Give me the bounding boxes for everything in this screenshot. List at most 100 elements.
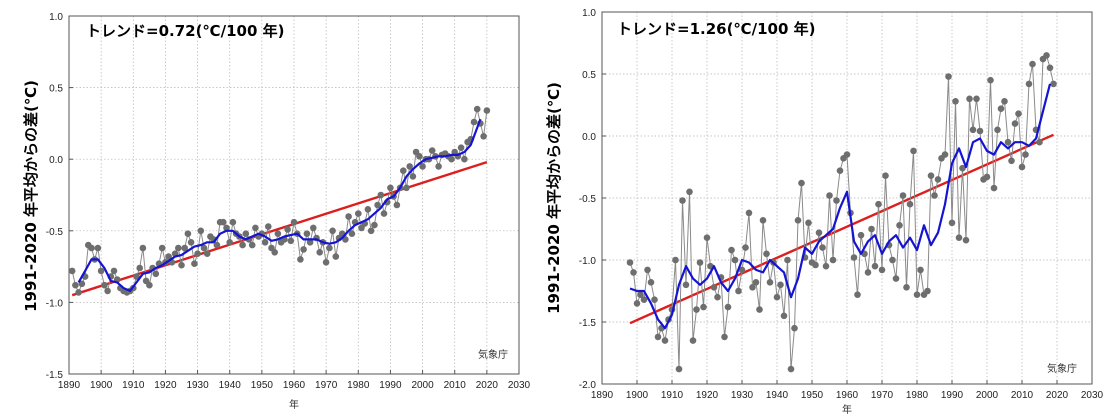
x-tick-label: 1900 (626, 390, 649, 401)
annual-point (630, 269, 637, 276)
annual-point (136, 264, 143, 272)
annual-point (826, 192, 833, 199)
annual-point (310, 224, 317, 232)
annual-point (829, 256, 837, 264)
annual-point (969, 126, 977, 134)
y-tick-label: -2.0 (579, 380, 597, 391)
annual-point (731, 256, 739, 264)
annual-point (836, 167, 844, 174)
annual-point (371, 221, 378, 229)
annual-point (983, 173, 991, 181)
x-tick-label: 1910 (661, 390, 684, 401)
annual-point (962, 236, 970, 244)
annual-point (406, 163, 414, 170)
annual-point (931, 192, 938, 199)
annual-point (457, 144, 465, 151)
annual-point (875, 200, 882, 208)
annual-point (647, 279, 655, 286)
annual-point (290, 218, 298, 226)
annual-point (200, 244, 208, 252)
x-tick-label: 1900 (90, 380, 113, 391)
chart-panel-right: 1991-2020 年平均からの差(℃) 1890 1900 1910 1920 193… (545, 0, 1109, 416)
x-tick-label: 1940 (219, 380, 242, 391)
annual-point (139, 244, 147, 252)
annual-point (833, 197, 840, 204)
x-tick-label: 1980 (347, 380, 370, 391)
annual-point (175, 244, 182, 252)
annual-point (661, 337, 669, 344)
annual-point (784, 256, 791, 264)
annual-point (1004, 138, 1012, 146)
annual-point (703, 234, 711, 241)
annual-point (927, 172, 935, 179)
annual-point (239, 241, 246, 249)
annual-point (355, 210, 362, 217)
annual-point (696, 259, 704, 266)
credit-text: 気象庁 (478, 348, 508, 361)
annual-point (679, 197, 686, 204)
y-tick-label: 0.0 (49, 155, 63, 166)
annual-point (1001, 98, 1008, 105)
annual-point (1046, 64, 1054, 72)
y-tick-label: -1.0 (46, 298, 64, 309)
annual-point (738, 266, 746, 274)
annual-point (945, 73, 952, 80)
annual-point (403, 184, 410, 192)
trend-label: トレンド=0.72(℃/100 年) (86, 22, 284, 40)
annual-point (735, 287, 742, 295)
annual-point (777, 281, 784, 289)
annual-point (191, 260, 198, 268)
annual-point (223, 224, 230, 232)
x-tick-label: 1970 (315, 380, 338, 391)
annual-point (380, 210, 388, 217)
annual-point (815, 229, 823, 236)
annual-point (409, 173, 417, 180)
y-tick-label: 0.5 (582, 70, 596, 81)
smoothed-line (77, 118, 482, 292)
annual-point (672, 256, 679, 264)
annual-point (952, 98, 959, 105)
annual-point (987, 76, 994, 84)
annual-point (637, 291, 644, 299)
annual-point (805, 219, 812, 227)
smoothed-line (629, 83, 1052, 330)
x-axis-label: 年 (842, 403, 852, 416)
annual-point (976, 127, 984, 135)
annual-point (917, 266, 924, 274)
annual-point (1043, 52, 1050, 59)
annual-point (348, 230, 356, 237)
annual-point (1015, 110, 1022, 117)
x-tick-label: 1950 (801, 390, 824, 401)
annual-point (72, 281, 79, 289)
x-tick-label: 2020 (476, 380, 499, 391)
annual-point (843, 151, 851, 158)
annual-point (367, 227, 375, 235)
annual-point (948, 219, 956, 227)
annual-point (322, 259, 330, 266)
annual-point (682, 281, 690, 289)
annual-point (759, 217, 767, 224)
annual-point (997, 105, 1005, 112)
y-tick-label: 1.0 (49, 12, 63, 23)
x-tick-label: 1890 (591, 390, 614, 401)
annual-point (749, 284, 756, 291)
annual-point (470, 118, 478, 126)
x-tick-label: 2000 (976, 390, 999, 401)
annual-point (864, 269, 872, 276)
x-tick-label: 1990 (941, 390, 964, 401)
annual-point (689, 337, 697, 344)
annual-point (265, 223, 272, 230)
annual-point (226, 239, 233, 246)
annual-point (773, 293, 781, 301)
x-tick-label: 1930 (731, 390, 754, 401)
annual-point (868, 225, 875, 233)
x-tick-label: 1920 (154, 380, 177, 391)
annual-point (812, 261, 819, 269)
annual-point (728, 246, 735, 254)
annual-point (473, 105, 481, 113)
annual-point (181, 244, 188, 252)
annual-point (220, 218, 227, 226)
y-tick-label: 1.0 (582, 8, 596, 19)
annual-point (419, 163, 426, 170)
annual-point (756, 306, 763, 313)
